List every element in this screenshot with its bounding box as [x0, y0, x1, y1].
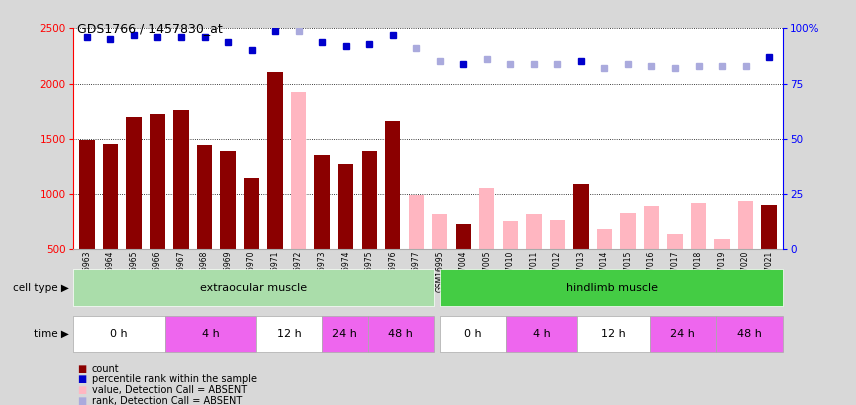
Bar [550, 220, 565, 249]
Bar [408, 195, 424, 249]
Bar [367, 316, 434, 352]
Bar [455, 224, 471, 249]
Bar [621, 213, 636, 249]
Text: ■: ■ [77, 375, 86, 384]
Bar [440, 269, 783, 306]
Bar [502, 222, 518, 249]
Bar [267, 72, 282, 249]
Bar [165, 316, 256, 352]
Bar [322, 316, 367, 352]
Bar [597, 229, 612, 249]
Text: percentile rank within the sample: percentile rank within the sample [92, 375, 257, 384]
Text: hindlimb muscle: hindlimb muscle [566, 283, 657, 292]
Text: 4 h: 4 h [202, 329, 219, 339]
Bar [220, 151, 235, 249]
Bar [668, 234, 683, 249]
Text: value, Detection Call = ABSENT: value, Detection Call = ABSENT [92, 386, 247, 395]
Bar [127, 117, 141, 249]
Bar [361, 151, 377, 249]
Text: time ▶: time ▶ [33, 329, 68, 339]
Bar [73, 269, 434, 306]
Bar [574, 184, 589, 249]
Text: 48 h: 48 h [389, 329, 413, 339]
Bar [506, 316, 577, 352]
Bar [432, 214, 448, 249]
Text: ■: ■ [77, 364, 86, 373]
Bar [314, 155, 330, 249]
Text: 12 h: 12 h [276, 329, 301, 339]
Text: 24 h: 24 h [332, 329, 357, 339]
Bar [80, 140, 94, 249]
Text: 48 h: 48 h [737, 329, 762, 339]
Text: 4 h: 4 h [532, 329, 550, 339]
Text: GDS1766 / 1457830_at: GDS1766 / 1457830_at [77, 22, 223, 35]
Bar [244, 179, 259, 249]
Bar [577, 316, 650, 352]
Bar [716, 316, 783, 352]
Text: 24 h: 24 h [670, 329, 695, 339]
Bar [440, 316, 506, 352]
Bar [715, 239, 729, 249]
Text: ■: ■ [77, 396, 86, 405]
Bar [338, 164, 354, 249]
Bar [644, 206, 659, 249]
Bar [103, 144, 118, 249]
Text: 0 h: 0 h [110, 329, 128, 339]
Bar [526, 214, 542, 249]
Bar [385, 121, 401, 249]
Text: rank, Detection Call = ABSENT: rank, Detection Call = ABSENT [92, 396, 242, 405]
Bar [479, 188, 495, 249]
Bar [256, 316, 322, 352]
Bar [197, 145, 212, 249]
Text: 0 h: 0 h [464, 329, 482, 339]
Bar [173, 110, 188, 249]
Text: ■: ■ [77, 386, 86, 395]
Bar [691, 203, 706, 249]
Text: extraocular muscle: extraocular muscle [199, 283, 306, 292]
Bar [762, 205, 776, 249]
Bar [650, 316, 716, 352]
Bar [291, 92, 306, 249]
Bar [738, 200, 753, 249]
Text: count: count [92, 364, 119, 373]
Bar [150, 115, 165, 249]
Text: cell type ▶: cell type ▶ [13, 283, 68, 292]
Bar [73, 316, 165, 352]
Text: 12 h: 12 h [601, 329, 626, 339]
